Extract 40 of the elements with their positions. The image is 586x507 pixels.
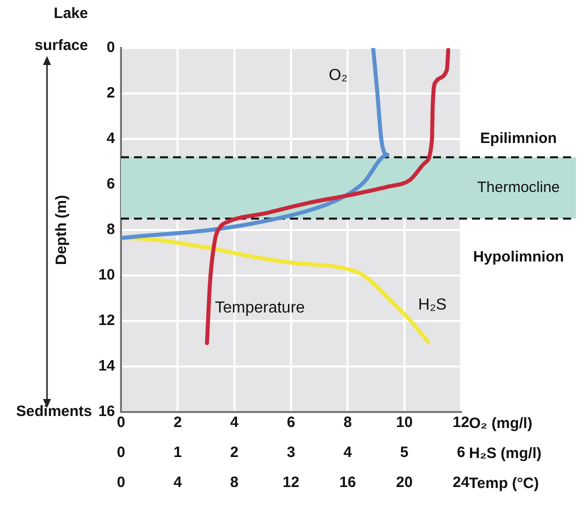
text: Epilimnion [480, 130, 557, 148]
y-tick-label: 10 [98, 266, 115, 284]
y-tick-label: 12 [98, 312, 115, 330]
x2-tick-label: 4 [343, 444, 352, 462]
band-label: Thermocline [477, 179, 560, 196]
series-label: Temperature [214, 299, 305, 316]
y-tick-label: 0 [106, 39, 115, 56]
text: Hypolimnion [473, 248, 564, 266]
x-axis-title: Temp (°C) [469, 475, 539, 492]
x-tick-label: 8 [230, 474, 239, 492]
x-tick-label: 6 [286, 414, 296, 432]
y-tick-label: 16 [98, 403, 115, 420]
x2-tick-label: 1 [173, 444, 182, 462]
x2-tick-label: 2 [230, 444, 239, 462]
series-label: O₂ [328, 66, 348, 84]
x-tick-label: 8 [343, 414, 352, 432]
x-tick-label: 16 [339, 474, 356, 492]
text: Lake surface [34, 5, 88, 54]
x2-tick-label: 5 [400, 444, 409, 462]
y-axis-title: Depth (m) [53, 195, 70, 265]
y-tick-label: 14 [98, 358, 116, 375]
x-tick-label: 12 [452, 414, 470, 432]
series-label: H₂S [418, 296, 447, 314]
x2-tick-label: 6 [456, 444, 466, 462]
x-tick-label: 20 [396, 474, 413, 492]
x-tick-label: 24 [452, 474, 470, 492]
x-tick-label: 4 [173, 474, 182, 492]
y-tick-label: 4 [106, 130, 116, 148]
text: Sediments [16, 403, 92, 420]
x2-tick-label: 3 [286, 444, 296, 462]
y-tick-label: 2 [106, 84, 115, 102]
x-axis-title: O₂ (mg/l) [469, 415, 532, 432]
y-tick-label: 8 [106, 221, 115, 238]
x2-axis-title: H₂S (mg/l) [469, 445, 542, 462]
line-series [121, 48, 390, 240]
x-tick-label: 12 [282, 474, 300, 492]
x-tick-label: 2 [173, 414, 182, 432]
y-tick-label: 6 [106, 176, 115, 193]
x-tick-label: 4 [230, 414, 240, 432]
x-tick-label: 10 [396, 414, 413, 432]
